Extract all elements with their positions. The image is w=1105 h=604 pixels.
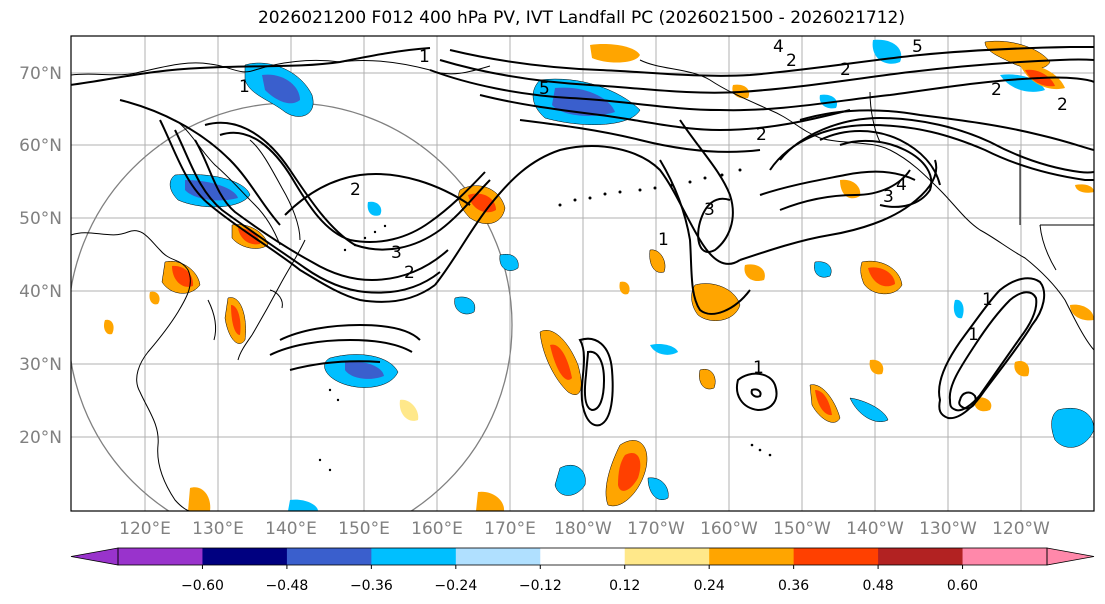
lat-label: 20°N bbox=[19, 428, 62, 448]
map-title: 2026021200 F012 400 hPa PV, IVT Landfall… bbox=[257, 8, 905, 28]
lat-label: 50°N bbox=[19, 209, 62, 229]
contour-label: 1 bbox=[968, 325, 979, 345]
colorbar: −0.60 −0.48 −0.36 −0.24 −0.12 0.12 0.24 … bbox=[70, 547, 1095, 594]
colorbar-tick-label: 0.48 bbox=[863, 578, 894, 594]
contour-label: 4 bbox=[896, 175, 907, 195]
contour-label: 2 bbox=[786, 51, 797, 71]
colorbar-ticks: −0.60 −0.48 −0.36 −0.24 −0.12 0.12 0.24 … bbox=[181, 578, 978, 594]
lon-label: 150°E bbox=[338, 519, 390, 539]
colorbar-tick-label: −0.48 bbox=[265, 578, 308, 594]
lon-label: 170°W bbox=[627, 519, 685, 539]
colorbar-segments bbox=[70, 547, 1095, 569]
contour-label: 5 bbox=[539, 79, 550, 99]
negative-anomalies bbox=[169, 39, 1094, 511]
colorbar-tick-label: 0.24 bbox=[694, 578, 725, 594]
contour-label: 1 bbox=[982, 290, 993, 310]
colorbar-tick-label: 0.60 bbox=[947, 578, 978, 594]
colorbar-frame bbox=[117, 547, 1048, 566]
lat-label: 70°N bbox=[19, 64, 62, 84]
contour-label: 4 bbox=[773, 37, 784, 57]
colorbar-extend-high bbox=[1046, 547, 1095, 566]
latitude-labels: 70°N 60°N 50°N 40°N 30°N 20°N bbox=[19, 64, 62, 448]
colorbar-tick-label: 0.12 bbox=[609, 578, 640, 594]
contour-label: 2 bbox=[1057, 95, 1068, 115]
lon-label: 120°E bbox=[119, 519, 171, 539]
colorbar-tick-label: −0.12 bbox=[519, 578, 562, 594]
pv-contours bbox=[71, 46, 1094, 427]
colorbar-extend-low bbox=[70, 547, 119, 566]
colorbar-segment bbox=[793, 548, 879, 565]
lon-label: 140°W bbox=[846, 519, 904, 539]
contour-label: 2 bbox=[404, 263, 415, 283]
lon-label: 160°W bbox=[700, 519, 758, 539]
map-frame bbox=[70, 35, 1095, 512]
colorbar-segment bbox=[709, 548, 795, 565]
colorbar-tick-label: −0.24 bbox=[434, 578, 477, 594]
colorbar-segment bbox=[878, 548, 964, 565]
positive-anomalies bbox=[103, 40, 1094, 511]
colorbar-segment bbox=[962, 548, 1048, 565]
lat-label: 60°N bbox=[19, 136, 62, 156]
colorbar-tick-label: −0.36 bbox=[350, 578, 393, 594]
lon-label: 130°E bbox=[192, 519, 244, 539]
colorbar-tick-label: 0.36 bbox=[778, 578, 809, 594]
lon-label: 150°W bbox=[773, 519, 831, 539]
colorbar-segment bbox=[202, 548, 288, 565]
contour-label: 2 bbox=[991, 80, 1002, 100]
contour-label: 1 bbox=[419, 47, 430, 67]
lon-label: 160°E bbox=[411, 519, 463, 539]
contour-label: 1 bbox=[753, 358, 764, 378]
contour-label: 2 bbox=[350, 180, 361, 200]
contour-label: 1 bbox=[658, 230, 669, 250]
contour-label: 3 bbox=[883, 187, 894, 207]
lat-label: 30°N bbox=[19, 355, 62, 375]
lon-label: 140°E bbox=[265, 519, 317, 539]
lon-label: 130°W bbox=[919, 519, 977, 539]
colorbar-segment bbox=[118, 548, 203, 565]
lon-label: 170°E bbox=[484, 519, 536, 539]
contour-label: 2 bbox=[840, 60, 851, 80]
contour-label: 1 bbox=[239, 77, 250, 97]
colorbar-segment bbox=[455, 548, 541, 565]
contour-label: 3 bbox=[704, 200, 715, 220]
map-area: 1 1 2 3 4 5 2 5 2 2 2 3 4 2 3 2 1 1 1 1 bbox=[71, 36, 1094, 511]
contour-label: 5 bbox=[912, 37, 923, 57]
contour-label: 2 bbox=[756, 125, 767, 145]
contour-labels: 1 1 2 3 4 5 2 5 2 2 2 3 4 2 3 2 1 1 1 1 bbox=[239, 37, 1068, 378]
colorbar-segment bbox=[286, 548, 372, 565]
colorbar-segment bbox=[540, 548, 626, 565]
lat-label: 40°N bbox=[19, 282, 62, 302]
island-chains bbox=[318, 168, 772, 472]
colorbar-tick-label: −0.60 bbox=[181, 578, 224, 594]
colorbar-segment bbox=[371, 548, 457, 565]
lon-label: 120°W bbox=[992, 519, 1050, 539]
contour-label: 3 bbox=[391, 243, 402, 263]
longitude-labels: 120°E 130°E 140°E 150°E 160°E 170°E 180°… bbox=[119, 519, 1050, 539]
colorbar-segment bbox=[624, 548, 710, 565]
lon-label: 180°W bbox=[554, 519, 612, 539]
